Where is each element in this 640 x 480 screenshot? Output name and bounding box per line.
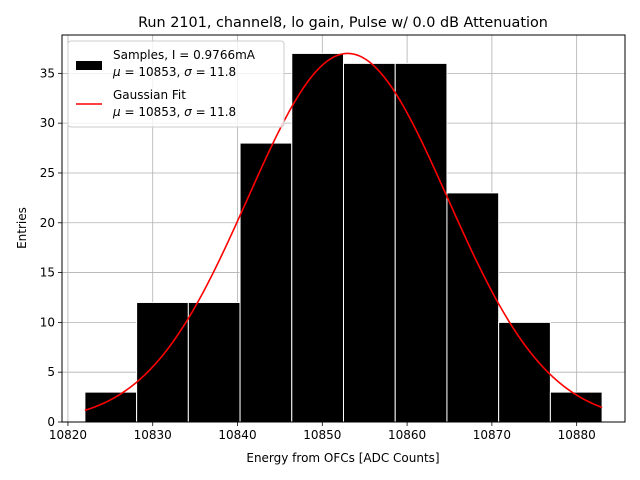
histogram-bar-8 [498,321,551,423]
legend-sigma-value-samples: = 11.8 [192,65,236,79]
legend-label-fit: Gaussian Fit [113,88,186,102]
y-tick-label-2: 10 [40,315,55,329]
legend-sigma-samples: σ [184,65,192,79]
legend-sigma-fit: σ [184,105,192,119]
histogram-bar-7 [446,192,500,423]
legend-mu-value-samples: = 10853, [121,65,185,79]
histogram-bar-4 [291,52,345,423]
legend-stats-samples: μ = 10853, σ = 11.8 [112,65,236,79]
legend-mu-fit: μ [112,105,121,119]
chart-title: Run 2101, channel8, lo gain, Pulse w/ 0.… [138,15,548,31]
histogram-bar-3 [239,142,293,423]
histogram-bar-5 [343,62,396,423]
histogram-bar-9 [549,391,603,423]
legend-box [67,40,285,128]
histogram-bar-6 [394,62,448,423]
legend-mu-value-fit: = 10853, [121,105,185,119]
x-axis-label: Energy from OFCs [ADC Counts] [246,451,439,465]
y-tick-label-7: 35 [40,66,55,80]
x-tick-label-3: 10850 [303,428,341,442]
x-tick-label-0: 10820 [49,428,87,442]
legend-sigma-value-fit: = 11.8 [192,105,236,119]
fit-curve-group [84,52,603,412]
legend-label-samples: Samples, I = 0.9766mA [113,48,256,62]
y-axis-label: Entries [15,207,29,249]
y-axis: 0 5 10 15 20 25 30 35 [40,66,62,429]
x-tick-label-5: 10870 [473,428,511,442]
x-tick-label-2: 10840 [218,428,256,442]
legend-stats-fit: μ = 10853, σ = 11.8 [112,105,236,119]
legend-swatch-samples [76,61,102,70]
histogram-bar-2 [187,301,241,423]
gaussian-fit-curve [84,52,603,412]
y-tick-label-5: 25 [40,166,55,180]
y-tick-label-6: 30 [40,116,55,130]
legend-mu-samples: μ [112,65,121,79]
y-tick-label-0: 0 [47,415,55,429]
x-tick-label-6: 10880 [558,428,596,442]
y-tick-label-3: 15 [40,266,55,280]
x-tick-label-1: 10830 [134,428,172,442]
x-tick-label-4: 10860 [388,428,426,442]
legend: Samples, I = 0.9766mA μ = 10853, σ = 11.… [67,40,285,128]
histogram-bar-1 [136,301,189,423]
y-tick-label-1: 5 [47,365,55,379]
y-tick-label-4: 20 [40,216,55,230]
plot-frame [61,34,626,423]
histogram-bars [84,52,603,423]
x-axis: 10820 10830 10840 10850 10860 10870 10880 [49,422,596,442]
